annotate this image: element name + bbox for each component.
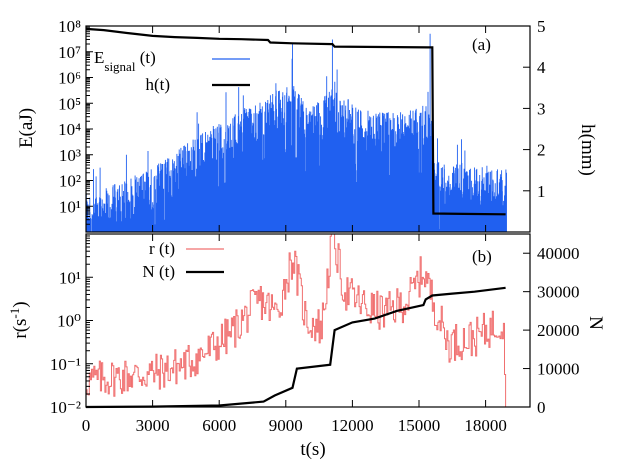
x-tick-label: 9000 bbox=[269, 416, 303, 435]
a-right-tick-label: 3 bbox=[537, 99, 546, 118]
x-tick-label: 6000 bbox=[202, 416, 236, 435]
a-right-tick-label: 4 bbox=[537, 58, 546, 77]
a-left-tick-label: 10² bbox=[59, 172, 81, 191]
r-label-sup: -1 bbox=[7, 308, 22, 319]
legend-n-label: N (t) bbox=[142, 262, 175, 281]
panel-b: 10⁻² 10⁻¹ 10⁰ 10¹ 0 10000 20000 30000 40000 0 3000… bbox=[50, 233, 580, 435]
panel-b-frame bbox=[85, 233, 531, 408]
x-tick-label: 15000 bbox=[398, 416, 441, 435]
legend-r-label: r (t) bbox=[149, 239, 175, 258]
x-axis-label: t(s) bbox=[300, 439, 325, 460]
panel-a: 10¹ 10² 10³ 10⁴ 10⁵ 10⁶ 10⁷ 10⁸ 1 2 3 4 5 Esignal (t)… bbox=[58, 17, 546, 233]
n-series-line bbox=[85, 286, 506, 409]
a-left-tick-label: 10⁷ bbox=[58, 43, 81, 62]
a-left-tick-label: 10⁶ bbox=[58, 69, 81, 88]
a-right-tick-label: 5 bbox=[537, 17, 546, 36]
r-series-steps bbox=[86, 233, 507, 407]
legend-b: r (t) N (t) bbox=[142, 239, 224, 281]
a-left-tick-label: 10⁴ bbox=[58, 120, 81, 139]
b-left-tick-label: 10⁻² bbox=[50, 398, 81, 417]
b-left-tick-label: 10⁻¹ bbox=[50, 355, 81, 374]
panel-b-label: (b) bbox=[472, 247, 492, 266]
legend-a: Esignal (t)h(t) bbox=[94, 48, 250, 94]
legend-e-signal-label: Esignal (t) bbox=[94, 48, 156, 74]
b-right-tick-label: 20000 bbox=[537, 321, 580, 340]
a-right-tick-label: 2 bbox=[537, 141, 546, 160]
y-axis-right-label-a: h(mm) bbox=[577, 124, 598, 176]
a-left-tick-label: 10⁸ bbox=[58, 17, 81, 36]
a-left-tick-label: 10⁵ bbox=[58, 94, 81, 113]
b-right-tick-label: 10000 bbox=[537, 360, 580, 379]
h-series-line bbox=[85, 27, 506, 216]
a-left-tick-label: 10³ bbox=[59, 146, 81, 165]
panel-a-label: (a) bbox=[472, 35, 491, 54]
x-tick-label: 12000 bbox=[331, 416, 374, 435]
x-tick-label: 3000 bbox=[136, 416, 170, 435]
b-right-tick-label: 40000 bbox=[537, 244, 580, 263]
b-right-tick-label: 0 bbox=[537, 398, 546, 417]
r-label-main: r(s bbox=[10, 319, 31, 339]
x-tick-label: 0 bbox=[82, 416, 91, 435]
r-label-close: ) bbox=[10, 301, 31, 307]
a-left-tick-label: 10¹ bbox=[59, 197, 81, 216]
legend-h-label: h(t) bbox=[145, 75, 170, 94]
y-axis-right-label-b: N bbox=[585, 316, 606, 330]
y-axis-left-label-a: E(aJ) bbox=[16, 108, 37, 148]
b-left-tick-label: 10¹ bbox=[59, 268, 81, 287]
b-right-tick-label: 30000 bbox=[537, 283, 580, 302]
b-left-tick-label: 10⁰ bbox=[57, 312, 81, 331]
a-right-tick-label: 1 bbox=[537, 182, 546, 201]
x-tick-label: 18000 bbox=[464, 416, 507, 435]
labels: (a) (b) E(aJ) h(mm) r(s-1) N t(s) bbox=[7, 35, 607, 460]
y-axis-left-label-b: r(s-1) bbox=[7, 301, 32, 338]
